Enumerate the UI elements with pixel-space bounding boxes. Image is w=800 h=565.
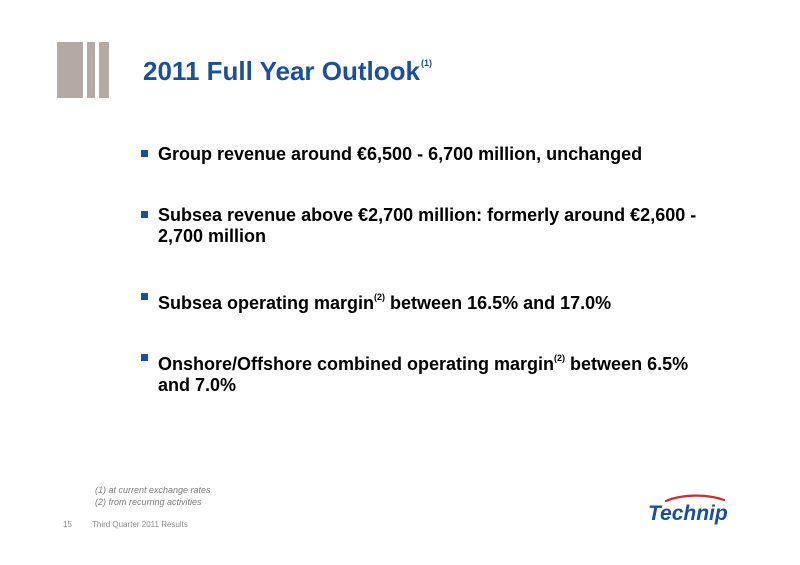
footnote-2: (2) from recurring activities [95, 497, 202, 507]
bullet-text: Subsea operating margin(2) between 16.5%… [158, 287, 721, 314]
slide-title-text: 2011 Full Year Outlook [143, 56, 420, 86]
bullet-square-icon [141, 150, 148, 157]
bullet-text-end: between 16.5% and 17.0% [385, 293, 612, 313]
footnotes: (1) at current exchange rates (2) from r… [95, 484, 211, 508]
decorative-bar [99, 42, 109, 98]
logo-swoosh-icon [664, 494, 726, 503]
bullet-square-icon [141, 211, 148, 218]
bullet-item: Subsea operating margin(2) between 16.5%… [141, 287, 721, 314]
footer-caption: Third Quarter 2011 Results [91, 520, 188, 529]
technip-logo: Technip [648, 494, 728, 525]
bullet-item: Group revenue around €6,500 - 6,700 mill… [141, 144, 721, 165]
bullet-text: Subsea revenue above €2,700 million: for… [158, 205, 697, 246]
slide-title: 2011 Full Year Outlook(1) [143, 56, 432, 87]
decorative-bars [57, 42, 109, 98]
bullet-square-icon [141, 293, 148, 300]
bullet-text-end: between 6.5% and 7.0% [158, 354, 689, 395]
bullet-text: Onshore/Offshore combined operating marg… [158, 348, 721, 396]
footnote-marker: (2) [554, 353, 566, 363]
page-number: 15 [63, 520, 72, 529]
bullet-square-icon [141, 354, 148, 361]
bullet-text: Group revenue around €6,500 - 6,700 mill… [158, 144, 643, 164]
bullet-item: Onshore/Offshore combined operating marg… [141, 348, 721, 396]
slide-footer: 15 Third Quarter 2011 Results [63, 520, 188, 529]
bullet-item: Subsea revenue above €2,700 million: for… [141, 205, 721, 247]
footnote-1: (1) at current exchange rates [95, 485, 211, 495]
decorative-bar [87, 42, 95, 98]
decorative-bar [57, 42, 83, 98]
bullet-text-start: Subsea operating margin [158, 293, 375, 313]
bullet-text-start: Onshore/Offshore combined operating marg… [158, 354, 555, 374]
footnote-marker: (2) [374, 292, 386, 302]
logo-text: Technip [648, 502, 728, 525]
title-footnote-marker: (1) [420, 58, 432, 68]
